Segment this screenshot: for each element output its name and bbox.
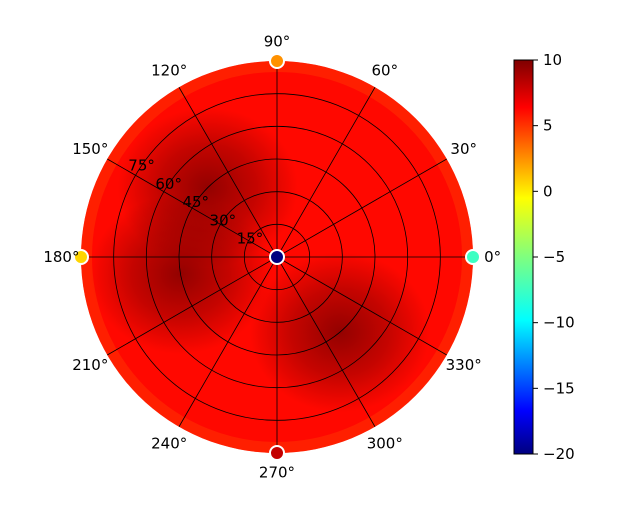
colorbar-tick-label: 5 <box>543 117 553 135</box>
radial-tick-label: 75° <box>128 157 155 175</box>
angular-tick-label: 210° <box>72 356 108 374</box>
marker-point <box>73 249 89 265</box>
angular-tick-labels: 0° 30° 60° 90° 120° 150° 180° 210° 240° 270° 300° 3… <box>43 32 501 481</box>
colorbar: 10 5 0 −5 −10 −15 −20 <box>513 51 575 463</box>
polar-grid <box>81 61 473 453</box>
angular-gridline <box>178 87 278 258</box>
boundary-markers <box>73 53 481 461</box>
colorbar-tick-label: −20 <box>543 445 575 463</box>
angular-gridline <box>178 256 278 427</box>
angular-gridline <box>276 256 376 427</box>
radial-tick-label: 15° <box>237 230 264 248</box>
angular-gridline <box>276 87 376 258</box>
angular-tick-label: 240° <box>151 435 187 453</box>
angular-tick-label: 120° <box>151 61 187 79</box>
colorbar-tick-label: −10 <box>543 314 575 332</box>
marker-point <box>465 249 481 265</box>
angular-gridline <box>107 256 278 356</box>
angular-gridline <box>276 158 447 258</box>
marker-point <box>269 53 285 69</box>
angular-tick-label: 60° <box>372 61 399 79</box>
angular-tick-label: 90° <box>264 32 291 50</box>
colorbar-tick-label: 10 <box>543 51 562 69</box>
radial-tick-label: 60° <box>155 175 182 193</box>
colorbar-ticks: 10 5 0 −5 −10 −15 −20 <box>533 51 575 463</box>
marker-point <box>269 249 285 265</box>
angular-tick-label: 180° <box>43 248 79 266</box>
colorbar-tick-label: 0 <box>543 182 553 200</box>
angular-tick-label: 30° <box>450 140 477 158</box>
radial-tick-labels: 15°30°45°60°75° <box>128 157 263 248</box>
angular-gridline <box>276 256 447 356</box>
angular-tick-label: 0° <box>484 248 501 266</box>
colorbar-gradient <box>513 59 534 455</box>
angular-tick-label: 270° <box>259 464 295 482</box>
radial-tick-label: 45° <box>182 193 209 211</box>
angular-tick-label: 150° <box>72 140 108 158</box>
marker-point <box>269 445 285 461</box>
colorbar-tick-label: −5 <box>543 248 565 266</box>
angular-tick-label: 300° <box>367 435 403 453</box>
angular-tick-label: 330° <box>446 356 482 374</box>
angular-gridline <box>107 158 278 258</box>
colorbar-tick-label: −15 <box>543 379 575 397</box>
radial-tick-label: 30° <box>210 211 237 229</box>
